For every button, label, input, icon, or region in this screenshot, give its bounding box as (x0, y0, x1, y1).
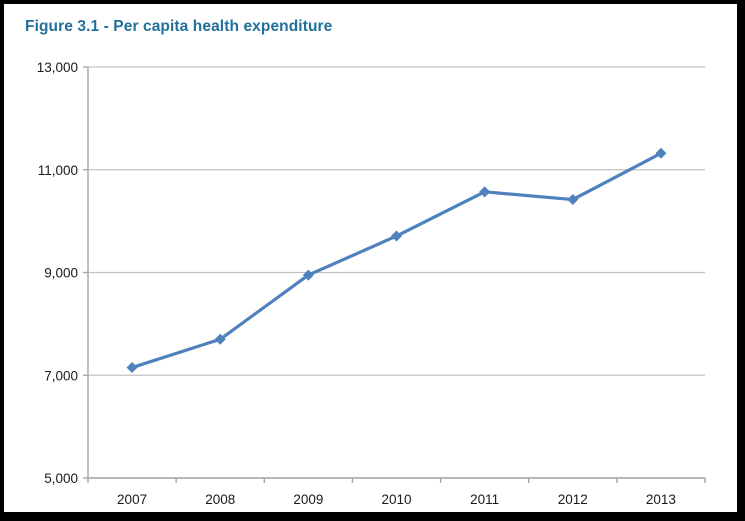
y-axis-tick-label: 13,000 (37, 60, 78, 75)
x-axis-tick-label: 2009 (293, 492, 323, 507)
data-point-marker (302, 269, 314, 281)
series-line (130, 151, 663, 370)
figure-title: Figure 3.1 - Per capita health expenditu… (25, 18, 333, 35)
x-axis-tick-label: 2010 (381, 492, 411, 507)
x-axis-tick-label: 2011 (470, 492, 499, 507)
data-point-marker (214, 333, 226, 345)
data-point-marker (567, 194, 579, 206)
y-axis-tick-label: 7,000 (44, 368, 78, 383)
x-axis-tick-label: 2008 (205, 492, 235, 507)
x-axis-tick-label: 2012 (558, 492, 588, 507)
x-axis-tick-label: 2007 (117, 492, 147, 507)
data-point-marker (655, 147, 667, 159)
data-point-marker (126, 362, 138, 374)
data-point-marker (391, 230, 402, 242)
y-axis-tick-label: 11,000 (38, 163, 78, 178)
y-axis-tick-label: 5,000 (44, 471, 78, 486)
y-axis-tick-label: 9,000 (44, 266, 78, 281)
data-point-marker (479, 186, 491, 198)
line-chart: 5,000 7,000 9,000 11,000 13,000 2007 2008 2009 2… (37, 60, 706, 507)
x-axis-tick-label: 2013 (646, 492, 676, 507)
